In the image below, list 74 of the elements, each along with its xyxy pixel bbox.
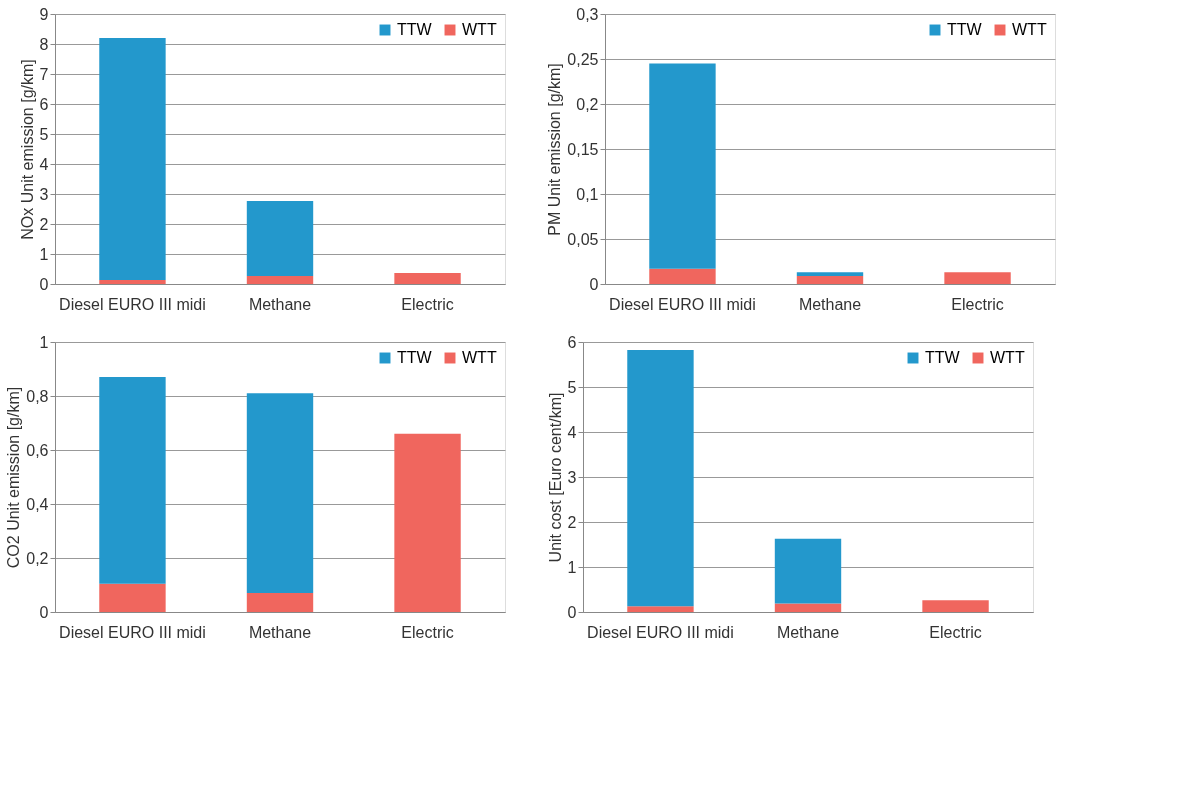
y-tick-label: 0,2 — [576, 95, 599, 113]
y-axis-title: NOx Unit emission [g/km] — [18, 59, 36, 240]
y-tick-label: 0,15 — [567, 140, 599, 158]
y-tick-label: 1 — [39, 245, 49, 263]
x-tick-label: Electric — [401, 295, 454, 313]
bar — [99, 377, 166, 584]
y-tick-label: 0,4 — [26, 495, 49, 513]
bar — [627, 350, 694, 607]
y-axis-title: Unit cost [Euro cent/km] — [546, 392, 564, 563]
legend-label: WTT — [990, 349, 1025, 366]
y-tick-label: 6 — [39, 95, 49, 113]
bar — [246, 393, 314, 594]
y-tick-label: 8 — [39, 35, 49, 53]
y-tick-label: 4 — [39, 155, 49, 173]
legend-label: WTT — [462, 349, 497, 366]
legend-label: WTT — [1012, 21, 1047, 38]
y-tick-label: 0,2 — [26, 549, 49, 567]
y-tick-label: 5 — [567, 378, 577, 396]
x-tick-label: Methane — [798, 295, 862, 313]
y-tick-label: 5 — [39, 125, 49, 143]
legend-label: TTW — [947, 21, 983, 38]
legend-label: TTW — [397, 349, 433, 366]
bar — [649, 268, 716, 284]
bar — [99, 583, 166, 612]
y-tick-label: 0,6 — [26, 441, 49, 459]
bar — [99, 280, 166, 284]
y-tick-label: 4 — [567, 423, 577, 441]
x-tick-label: Diesel EURO III midi — [59, 623, 206, 641]
y-tick-label: 6 — [567, 333, 577, 351]
x-tick-label: Diesel EURO III midi — [59, 295, 206, 313]
legend-label: TTW — [925, 349, 961, 366]
x-tick-label: Electric — [929, 623, 982, 641]
bar — [627, 606, 694, 612]
y-tick-label: 1 — [567, 558, 577, 576]
bar — [394, 433, 461, 612]
bar — [922, 600, 989, 612]
bar — [796, 275, 864, 284]
x-tick-label: Diesel EURO III midi — [587, 623, 734, 641]
x-tick-label: Methane — [248, 623, 312, 641]
bar — [649, 63, 716, 269]
y-tick-label: 1 — [39, 333, 49, 351]
bar — [246, 275, 314, 284]
y-axis-title: PM Unit emission [g/km] — [546, 63, 564, 236]
bar — [944, 272, 1011, 284]
x-tick-label: Methane — [248, 295, 312, 313]
y-tick-label: 3 — [567, 468, 577, 486]
bar — [774, 538, 842, 604]
y-tick-label: 0,05 — [567, 230, 599, 248]
y-tick-label: 0,1 — [576, 185, 599, 203]
y-tick-label: 0 — [39, 275, 49, 293]
bar — [99, 38, 166, 281]
bar — [246, 200, 314, 276]
y-axis-title: CO2 Unit emission [g/km] — [5, 386, 23, 569]
y-tick-label: 0 — [39, 603, 49, 621]
y-tick-label: 0 — [589, 275, 599, 293]
x-tick-label: Electric — [951, 295, 1004, 313]
legend-label: WTT — [462, 21, 497, 38]
y-tick-label: 2 — [39, 215, 49, 233]
y-tick-label: 0 — [567, 603, 577, 621]
y-tick-label: 9 — [39, 5, 49, 23]
legend-label: TTW — [397, 21, 433, 38]
x-tick-label: Methane — [776, 623, 840, 641]
x-tick-label: Diesel EURO III midi — [609, 295, 756, 313]
y-tick-label: 3 — [39, 185, 49, 203]
bar — [246, 593, 314, 612]
y-tick-label: 0,3 — [576, 5, 599, 23]
y-tick-label: 2 — [567, 513, 577, 531]
y-tick-label: 7 — [39, 65, 49, 83]
y-tick-label: 0,25 — [567, 50, 599, 68]
bar — [394, 272, 461, 284]
y-tick-label: 0,8 — [26, 387, 49, 405]
bar — [796, 272, 864, 276]
x-tick-label: Electric — [401, 623, 454, 641]
bar — [774, 603, 842, 612]
